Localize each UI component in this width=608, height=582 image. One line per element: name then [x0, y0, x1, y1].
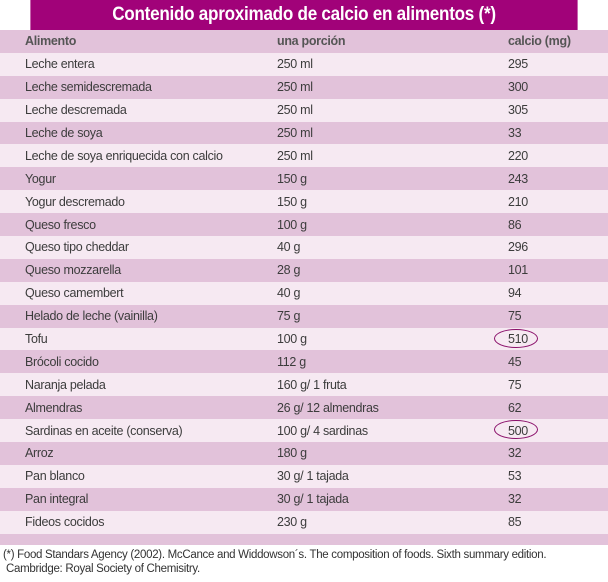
- table-row: Pan integral 30 g/ 1 tajada 32: [0, 487, 608, 511]
- footnote: (*) Food Standars Agency (2002). McCance…: [0, 545, 608, 576]
- portion-cell: 250 ml: [277, 57, 313, 72]
- calcium-cell: 220: [508, 148, 528, 163]
- food-cell: Queso fresco: [25, 217, 96, 232]
- calcium-cell: 210: [508, 194, 528, 209]
- food-cell: Queso mozzarella: [25, 263, 121, 278]
- food-cell: Fideos cocidos: [25, 515, 105, 530]
- calcium-cell: 53: [508, 469, 522, 484]
- portion-cell: 75 g: [277, 309, 301, 324]
- food-cell: Almendras: [25, 400, 83, 415]
- portion-cell: 100 g: [277, 217, 307, 232]
- food-cell: Sardinas en aceite (conserva): [25, 423, 183, 438]
- portion-cell: 28 g: [277, 263, 301, 278]
- table-row: Helado de leche (vainilla) 75 g 75: [0, 304, 608, 328]
- table-row: Tofu 100 g 510: [0, 327, 608, 351]
- table-row: Queso camembert 40 g 94: [0, 281, 608, 305]
- calcium-cell: 94: [508, 286, 522, 301]
- calcium-cell: 75: [508, 377, 522, 392]
- portion-cell: 40 g: [277, 240, 301, 255]
- table-title: Contenido aproximado de calcio en alimen…: [30, 0, 578, 30]
- calcium-cell: 33: [508, 126, 522, 140]
- table-row: Almendras 26 g/ 12 almendras 62: [0, 396, 608, 420]
- table-row: Leche de soya 250 ml 33: [0, 121, 608, 145]
- food-cell: Pan integral: [25, 492, 89, 507]
- table-row: Leche de soya enriquecida con calcio 250 …: [0, 144, 608, 168]
- table-row: Leche entera 250 ml 295: [0, 52, 608, 76]
- calcium-cell: 85: [508, 515, 522, 530]
- calcium-cell: 295: [508, 57, 528, 72]
- food-cell: Pan blanco: [25, 469, 85, 484]
- table-row: Brócoli cocido 112 g 45: [0, 350, 608, 374]
- calcium-cell: 45: [508, 354, 522, 369]
- calcium-cell: 300: [508, 80, 528, 95]
- portion-cell: 250 ml: [277, 148, 313, 163]
- column-header-portion: una porción: [277, 34, 346, 49]
- portion-cell: 26 g/ 12 almendras: [277, 400, 379, 415]
- table-row: Pan blanco 30 g/ 1 tajada 53: [0, 464, 608, 488]
- table-row: Queso tipo cheddar 40 g 296: [0, 236, 608, 259]
- table-row: Sardinas en aceite (conserva) 100 g/ 4 sa…: [0, 419, 608, 443]
- calcium-cell: 75: [508, 309, 522, 324]
- table-row: Queso mozzarella 28 g 101: [0, 258, 608, 282]
- portion-cell: 30 g/ 1 tajada: [277, 469, 349, 484]
- portion-cell: 40 g: [277, 286, 301, 301]
- food-cell: Leche semidescremada: [25, 80, 152, 95]
- column-header-calcium: calcio (mg): [508, 34, 571, 49]
- food-cell: Helado de leche (vainilla): [25, 309, 158, 324]
- food-cell: Leche de soya: [25, 126, 103, 140]
- food-cell: Queso tipo cheddar: [25, 240, 129, 255]
- food-cell: Yogur descremado: [25, 194, 125, 209]
- food-cell: Leche descremada: [25, 103, 127, 118]
- highlight-circle: [494, 420, 538, 440]
- calcium-cell: 32: [508, 446, 522, 461]
- calcium-cell: 243: [508, 171, 528, 186]
- highlight-circle: [494, 328, 538, 348]
- table-row: Arroz 180 g 32: [0, 442, 608, 465]
- table-row: Leche semidescremada 250 ml 300: [0, 75, 608, 99]
- table-row: Naranja pelada 160 g/ 1 fruta 75: [0, 373, 608, 397]
- portion-cell: 250 ml: [277, 126, 313, 140]
- portion-cell: 250 ml: [277, 103, 313, 118]
- portion-cell: 100 g: [277, 332, 307, 347]
- calcium-table: Alimento una porción calcio (mg) Leche e…: [0, 30, 608, 545]
- table-row: Fideos cocidos 230 g 85: [0, 510, 608, 534]
- portion-cell: 100 g/ 4 sardinas: [277, 423, 368, 438]
- food-cell: Naranja pelada: [25, 377, 106, 392]
- portion-cell: 112 g: [277, 354, 306, 369]
- food-cell: Yogur: [25, 171, 56, 186]
- calcium-cell: 305: [508, 103, 528, 118]
- calcium-cell: 101: [508, 263, 528, 278]
- food-cell: Leche entera: [25, 57, 95, 72]
- food-cell: Brócoli cocido: [25, 354, 99, 369]
- calcium-cell: 62: [508, 400, 522, 415]
- calcium-cell: 296: [508, 240, 528, 255]
- portion-cell: 30 g/ 1 tajada: [277, 492, 349, 507]
- food-cell: Queso camembert: [25, 286, 124, 301]
- food-cell: Leche de soya enriquecida con calcio: [25, 148, 223, 163]
- portion-cell: 180 g: [277, 446, 307, 461]
- portion-cell: 160 g/ 1 fruta: [277, 377, 347, 392]
- table-row: Leche descremada 250 ml 305: [0, 98, 608, 122]
- table-row: Queso fresco 100 g 86: [0, 213, 608, 237]
- table-header-row: Alimento una porción calcio (mg): [0, 30, 608, 53]
- footnote-line-1: (*) Food Standars Agency (2002). McCance…: [3, 548, 547, 561]
- portion-cell: 230 g: [277, 515, 307, 530]
- column-header-food: Alimento: [25, 34, 77, 49]
- portion-cell: 150 g: [277, 171, 307, 186]
- table-row: Yogur 150 g 243: [0, 167, 608, 191]
- footnote-line-2: Cambridge: Royal Society of Chemisitry.: [6, 562, 200, 575]
- calcium-cell: 86: [508, 217, 522, 232]
- food-cell: Arroz: [25, 446, 54, 461]
- portion-cell: 150 g: [277, 194, 307, 209]
- food-cell: Tofu: [25, 332, 48, 347]
- table-row: Yogur descremado 150 g 210: [0, 190, 608, 214]
- calcium-cell: 32: [508, 492, 522, 507]
- portion-cell: 250 ml: [277, 80, 313, 95]
- table-bottom-band: [0, 533, 608, 545]
